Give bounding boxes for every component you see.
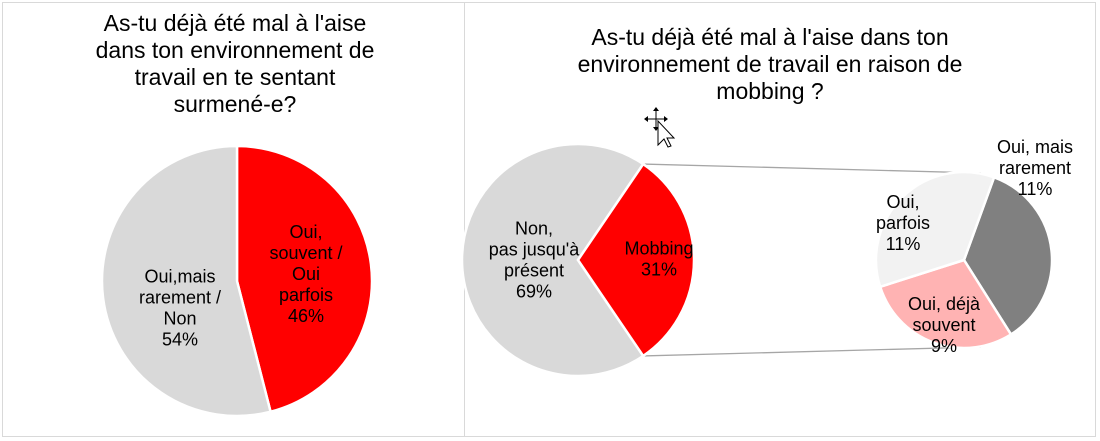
title-left-line: surmené-e? [173,91,297,117]
pie-slice [878,258,1013,350]
pie-slice [874,170,996,289]
slice-label: Oui, souvent / Oui parfois 46% [269,222,342,326]
slice-label: Mobbing 31% [624,239,693,280]
title-left-line: dans ton environnement de [95,37,375,63]
connector-line-bottom [643,346,982,357]
title-right-line: environnement de travail en raison de [577,51,963,77]
pie-slice [100,144,273,418]
pie-slice [460,142,645,378]
slice-label: Oui, mais rarement 11% [997,137,1073,199]
chart-title-left: As-tu déjà été mal à l'aise dans ton env… [40,10,430,118]
title-right-line: As-tu déjà été mal à l'aise dans ton [591,24,949,50]
pie-slice [235,144,374,414]
slice-label: Oui, parfois 11% [876,192,930,254]
chart-title-right: As-tu déjà été mal à l'aise dans ton env… [560,24,980,105]
panel-divider [464,2,465,437]
title-left-line: As-tu déjà été mal à l'aise [103,10,367,36]
move-cursor-icon [644,107,676,148]
connector-line-top [643,163,982,174]
slice-label: Oui, déjà souvent 9% [908,294,981,356]
title-left-line: travail en te sentant [134,64,336,90]
pie-slice [962,175,1054,337]
pie-slice [576,162,696,358]
slice-label: Non, pas jusqu'à présent 69% [489,219,580,302]
slice-label: Oui,mais rarement / Non 54% [139,267,221,350]
title-right-line: mobbing ? [716,78,824,104]
